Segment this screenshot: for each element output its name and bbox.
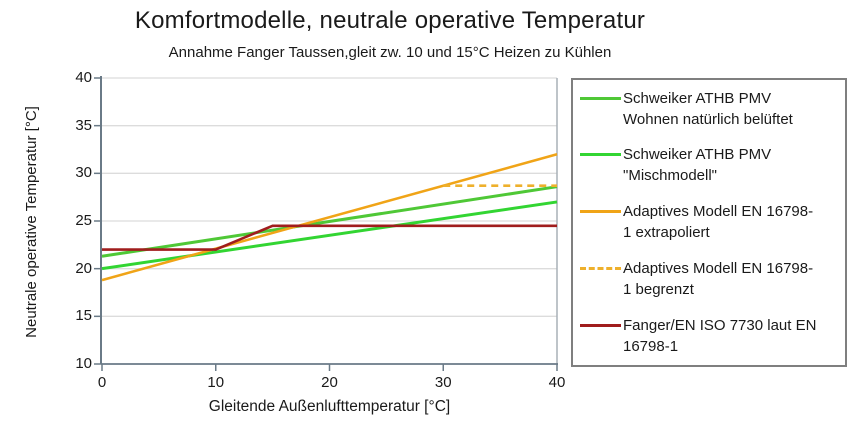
x-tick-label: 0 bbox=[97, 374, 107, 391]
y-tick-label: 15 bbox=[75, 307, 92, 325]
series-line-1 bbox=[101, 200, 558, 271]
legend-label: Adaptives Modell EN 16798- bbox=[623, 260, 814, 277]
legend-label: Fanger/EN ISO 7730 laut EN bbox=[623, 317, 817, 334]
x-tick-label: 10 bbox=[207, 374, 225, 391]
y-tick-label: 40 bbox=[75, 69, 92, 86]
legend-label: Schweiker ATHB PMV bbox=[623, 146, 772, 163]
x-tick-label: 40 bbox=[548, 374, 566, 391]
legend-line-swatch-orange-dashed bbox=[580, 267, 621, 270]
legend-label: Schweiker ATHB PMV bbox=[623, 90, 772, 107]
legend-label: 1 extrapoliert bbox=[623, 224, 710, 241]
chart-subtitle: Annahme Fanger Taussen,gleit zw. 10 und … bbox=[168, 44, 612, 61]
chart-title: Komfortmodelle, neutrale operative Tempe… bbox=[134, 7, 646, 34]
legend-line-swatch-darkred-solid bbox=[580, 324, 621, 327]
legend-item-adaptive-extrapolated: Adaptives Modell EN 16798- 1 extrapolier… bbox=[573, 201, 845, 243]
y-tick-label: 35 bbox=[75, 116, 92, 134]
series-line-4 bbox=[102, 224, 557, 251]
legend-line-swatch-orange-solid bbox=[580, 210, 621, 213]
y-tick-label: 30 bbox=[75, 164, 92, 182]
x-tick-label: 30 bbox=[434, 374, 452, 391]
series-line-2 bbox=[101, 153, 558, 282]
legend-label: Wohnen natürlich belüftet bbox=[623, 111, 793, 128]
legend-line-swatch-green-solid bbox=[580, 153, 621, 156]
y-tick-label: 20 bbox=[75, 259, 92, 277]
legend-item-fanger: Fanger/EN ISO 7730 laut EN 16798-1 bbox=[573, 315, 845, 357]
x-axis-title: Gleitende Außenlufttemperatur [°C] bbox=[208, 398, 451, 415]
legend-line-swatch-green-solid bbox=[580, 97, 621, 100]
legend-label: Adaptives Modell EN 16798- bbox=[623, 203, 814, 220]
legend-label: 1 begrenzt bbox=[623, 281, 694, 298]
legend: Schweiker ATHB PMV Wohnen natürlich belü… bbox=[571, 78, 847, 367]
y-tick-label: 10 bbox=[75, 355, 92, 372]
legend-item-schweiker-natural: Schweiker ATHB PMV Wohnen natürlich belü… bbox=[573, 88, 845, 130]
legend-label: "Mischmodell" bbox=[623, 167, 718, 184]
x-tick-label: 20 bbox=[321, 374, 338, 391]
legend-item-schweiker-mixed: Schweiker ATHB PMV "Mischmodell" bbox=[573, 144, 845, 186]
legend-item-adaptive-limited: Adaptives Modell EN 16798- 1 begrenzt bbox=[573, 258, 845, 300]
series-line-0 bbox=[101, 185, 558, 258]
legend-label: 16798-1 bbox=[623, 338, 679, 355]
y-tick-label: 25 bbox=[75, 212, 92, 229]
